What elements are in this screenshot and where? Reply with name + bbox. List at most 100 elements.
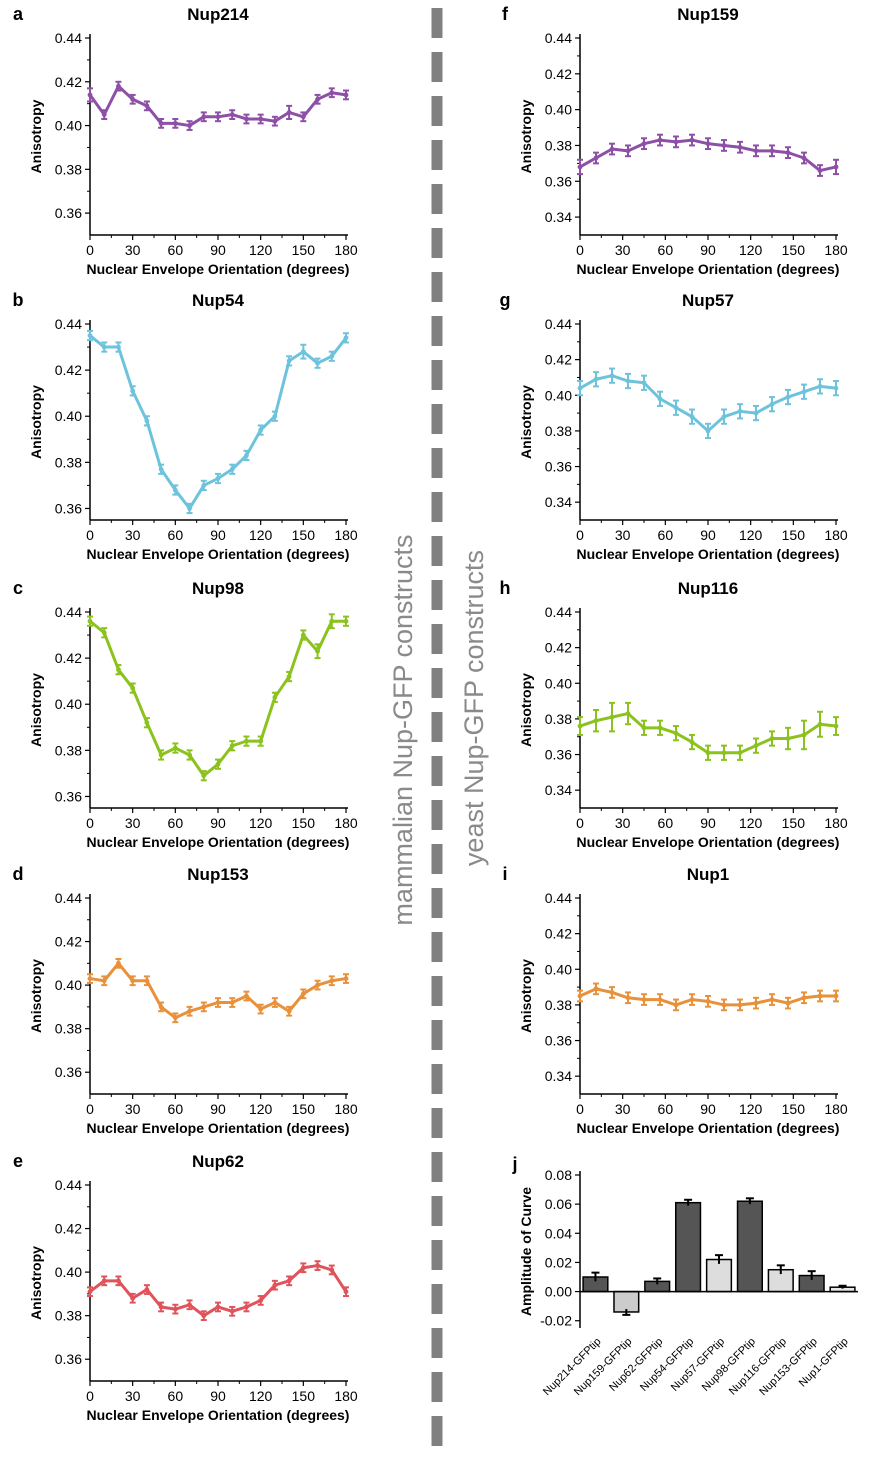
data-point xyxy=(187,1008,192,1014)
y-tick-label: 0.42 xyxy=(545,640,572,656)
chart-title: Nup62 xyxy=(192,1152,244,1171)
panel-letter: a xyxy=(13,4,24,24)
x-tick-label: 120 xyxy=(249,527,273,543)
chart-panel-c: c Nup98 0.36 0.38 0.40 0.42 0.44 0 30 60 90 120 150 1… xyxy=(13,578,358,850)
data-point xyxy=(215,1000,221,1005)
chart-panel-d: d Nup153 0.36 0.38 0.40 0.42 0.44 0 30 60 90 120 150… xyxy=(13,864,358,1136)
data-point xyxy=(87,976,93,981)
data-point xyxy=(753,148,759,154)
data-point xyxy=(343,618,349,624)
data-point xyxy=(258,1298,264,1303)
data-point xyxy=(593,376,599,382)
data-point xyxy=(215,1304,221,1310)
y-tick-label: 0.34 xyxy=(545,209,572,225)
y-axis-label: Anisotropy xyxy=(518,959,534,1033)
data-point xyxy=(172,745,178,751)
data-point xyxy=(737,144,743,150)
data-point xyxy=(258,738,264,744)
y-tick-label: 0.40 xyxy=(55,1264,82,1280)
y-tick-label: 0.40 xyxy=(55,696,82,712)
mammalian-group-label: mammalian Nup-GFP constructs xyxy=(388,534,418,925)
data-point xyxy=(577,723,583,729)
chart-panel-e: e Nup62 0.36 0.38 0.40 0.42 0.44 0 30 60 90 120 150 1… xyxy=(13,1151,358,1423)
data-point xyxy=(201,1313,207,1319)
chart-title: Nup54 xyxy=(192,291,245,310)
y-tick-label: 0.38 xyxy=(545,137,572,153)
y-tick-label: 0.38 xyxy=(545,423,572,439)
data-point xyxy=(172,120,178,126)
x-axis-label: Nuclear Envelope Orientation (degrees) xyxy=(87,834,350,850)
panel-letter: i xyxy=(502,864,507,884)
data-point xyxy=(673,730,679,736)
x-tick-label: 90 xyxy=(700,242,716,258)
yeast-group-label: yeast Nup-GFP constructs xyxy=(459,550,489,866)
data-point xyxy=(187,506,192,511)
y-tick-label: 0.34 xyxy=(545,1068,572,1084)
data-point xyxy=(101,112,107,118)
chart-title: Nup159 xyxy=(677,5,738,24)
y-tick-label: 0.40 xyxy=(55,118,82,134)
data-point xyxy=(593,718,599,724)
data-point xyxy=(657,725,663,731)
data-point xyxy=(244,116,249,122)
x-tick-label: 0 xyxy=(576,1101,584,1117)
data-point xyxy=(87,92,93,98)
data-point xyxy=(101,1278,107,1284)
data-point xyxy=(753,410,759,416)
data-point xyxy=(158,1004,164,1010)
panel-letter: b xyxy=(13,290,24,310)
y-axis-label: Anisotropy xyxy=(518,385,534,459)
x-tick-label: 90 xyxy=(210,242,226,258)
data-point xyxy=(300,991,306,997)
data-point xyxy=(689,137,695,143)
data-point xyxy=(625,378,631,384)
x-tick-label: 30 xyxy=(615,242,631,258)
chart-title: Nup214 xyxy=(187,5,249,24)
x-tick-label: 60 xyxy=(658,815,674,831)
x-tick-label: 30 xyxy=(125,1101,141,1117)
x-tick-label: 0 xyxy=(86,527,94,543)
data-point xyxy=(343,1289,349,1295)
data-point xyxy=(244,738,249,744)
data-point xyxy=(87,1289,93,1295)
data-point xyxy=(130,1295,136,1301)
y-tick-label: 0.42 xyxy=(545,66,572,82)
y-tick-label: 0.36 xyxy=(545,459,572,475)
bar xyxy=(675,1201,702,1293)
data-point xyxy=(286,1008,292,1014)
data-point xyxy=(116,344,121,350)
data-point xyxy=(229,112,235,118)
y-tick-label: 0.38 xyxy=(55,1308,82,1324)
x-tick-label: 150 xyxy=(782,242,806,258)
data-point xyxy=(101,344,107,350)
data-point xyxy=(737,750,743,756)
y-tick-label: 0.40 xyxy=(55,408,82,424)
data-point xyxy=(785,1000,791,1006)
data-point xyxy=(87,333,93,338)
data-point xyxy=(721,414,727,420)
data-point xyxy=(172,1306,178,1312)
y-tick-label: 0.38 xyxy=(55,742,82,758)
y-tick-label: 0.42 xyxy=(55,1221,82,1237)
data-point xyxy=(343,92,349,98)
data-point xyxy=(721,1002,727,1008)
data-point xyxy=(833,385,839,391)
x-tick-label: 30 xyxy=(125,527,141,543)
data-point xyxy=(689,414,695,420)
y-tick-label: 0.00 xyxy=(545,1284,572,1300)
x-tick-label: 90 xyxy=(210,815,226,831)
chart-title: Nup116 xyxy=(678,579,738,598)
y-axis-label: Anisotropy xyxy=(28,385,44,459)
y-tick-label: 0.42 xyxy=(55,362,82,378)
panel-letter: g xyxy=(500,290,511,310)
data-point xyxy=(625,148,631,154)
x-tick-label: 0 xyxy=(86,1388,94,1404)
y-tick-label: 0.40 xyxy=(545,961,572,977)
data-point xyxy=(329,978,335,984)
data-point xyxy=(258,116,264,122)
data-point xyxy=(785,150,791,156)
data-point xyxy=(609,714,615,720)
data-point xyxy=(158,752,164,758)
x-tick-label: 30 xyxy=(125,242,141,258)
